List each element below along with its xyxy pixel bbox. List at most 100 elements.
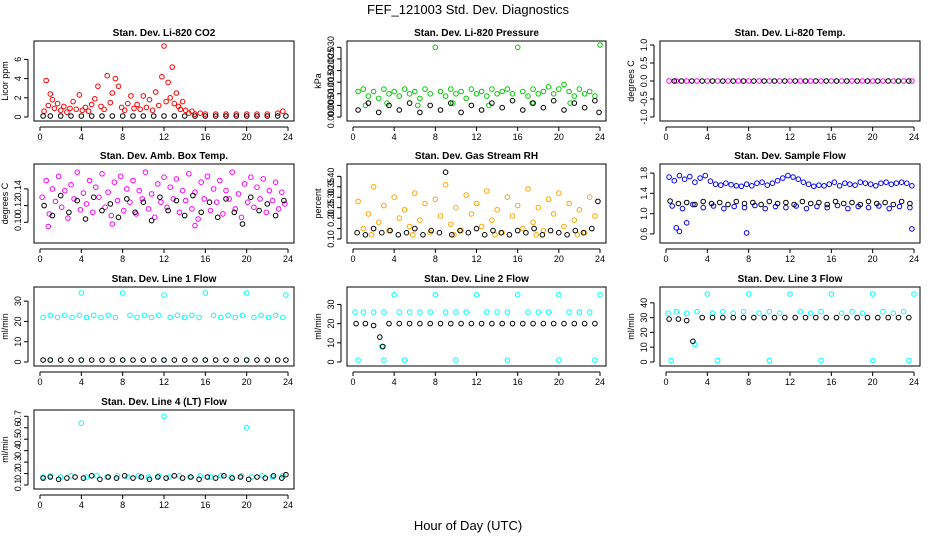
plot-frame [33,286,295,367]
y-tick-label: 0.025 [326,48,336,71]
data-point [283,471,289,478]
y-axis-label: ml/min [313,313,323,340]
data-point [355,88,361,95]
y-axis-label: degrees C [626,60,636,102]
data-point [179,187,186,194]
data-point [167,314,173,321]
data-point [406,320,413,327]
data-point [355,357,361,363]
data-point [576,207,583,213]
data-point [883,179,889,185]
data-point [708,200,715,207]
y-tick-label: 0.20 [326,209,336,227]
data-point [494,309,500,315]
data-point [909,183,915,189]
x-tick-label: 8 [746,377,751,387]
data-point [572,227,579,234]
data-point [274,113,281,119]
data-point [571,93,578,99]
data-point [720,314,726,321]
data-point [218,314,224,321]
data-point [673,308,680,315]
data-point [99,113,105,119]
x-tick-label: 4 [392,132,397,142]
y-tick-label: 0.005 [326,94,336,117]
data-point [437,88,444,95]
x-tick-label: 4 [79,132,84,142]
data-point [229,169,235,175]
y-tick-label: 0.12 [13,197,23,215]
data-point [888,181,895,187]
data-point [257,196,263,202]
y-tick-label: 0.10 [13,214,23,232]
data-point [869,78,876,84]
data-point [228,474,234,480]
data-point [93,184,99,190]
data-point [82,216,89,222]
y-tick-label: 1.4 [639,187,649,200]
data-point [514,202,521,209]
data-point [712,181,719,187]
data-series [666,314,912,345]
data-point [448,86,454,92]
data-point [592,97,598,104]
data-point [90,312,97,319]
y-tick-label: 2 [13,95,23,100]
data-point [169,64,176,70]
chart-panel: Stan. Dev. Gas Stream RH 0 4 8 12 16 20 24 0.10 0… [313,151,607,264]
data-point [473,225,480,232]
data-point [113,475,120,481]
data-point [412,88,418,95]
data-point [49,96,56,103]
data-point [707,178,714,184]
data-point [852,182,858,188]
data-point [119,357,126,363]
data-point [683,310,690,317]
data-point [783,199,789,206]
data-point [699,314,706,321]
x-tick-label: 20 [554,132,564,142]
data-point [499,104,506,111]
data-point [244,199,251,205]
data-point [704,291,711,297]
data-point [556,190,562,196]
y-tick-label: 0.000 [326,106,336,129]
x-tick-label: 12 [159,254,169,264]
data-point [803,205,810,212]
data-point [520,107,526,113]
plot-frame [33,40,295,122]
data-point [869,357,876,364]
figure-xlabel: Hour of Day (UTC) [414,518,522,533]
plot-frame [659,163,921,244]
data-point [813,78,819,84]
data-point [756,310,762,317]
data-point [280,108,286,114]
data-point [540,320,547,327]
data-point [592,320,598,327]
data-point [125,474,131,480]
data-point [514,292,521,298]
data-point [580,229,587,236]
data-point [164,204,170,211]
data-point [468,211,475,217]
data-point [761,78,768,84]
x-tick-label: 0 [663,254,668,264]
data-point [161,174,167,180]
data-point [498,229,505,236]
data-point [484,309,490,315]
data-point [70,98,76,105]
data-point [55,476,62,483]
data-point [909,226,915,232]
data-point [714,78,721,84]
data-point [533,232,540,238]
data-point [125,100,131,107]
y-tick-label: 0 [326,359,336,364]
y-axis-label: degrees C [0,182,10,224]
figure-title: FEF_121003 Std. Dev. Diagnostics [367,2,570,17]
data-point [391,88,398,95]
data-point [816,199,822,206]
data-point [354,229,360,236]
data-point [702,172,709,179]
data-point [774,200,781,207]
data-point [380,343,386,350]
